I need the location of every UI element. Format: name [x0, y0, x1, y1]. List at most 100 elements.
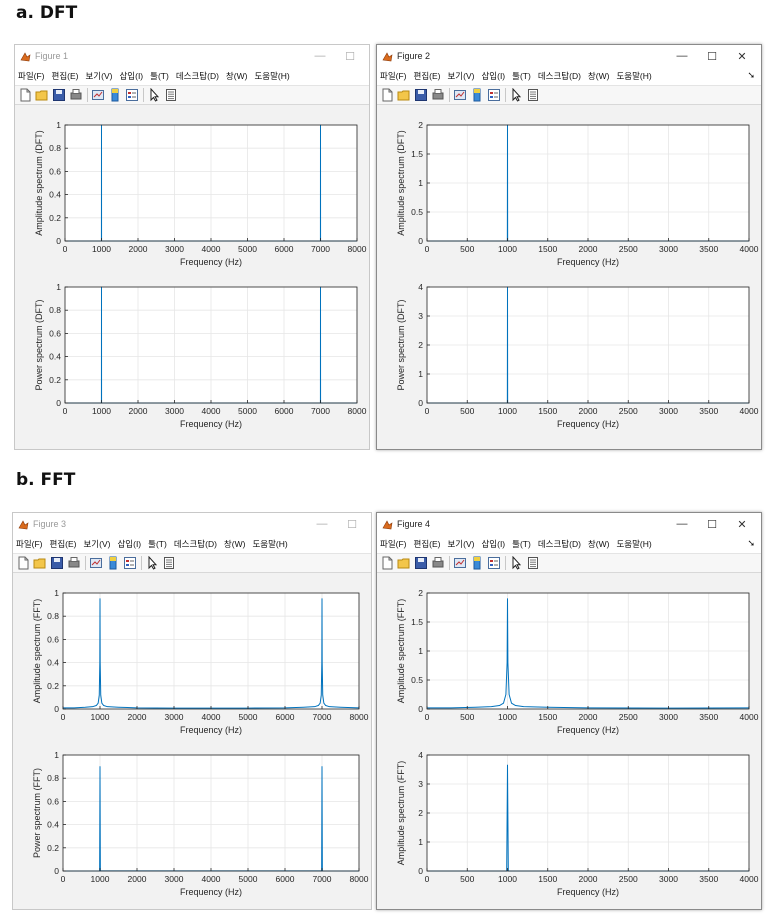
- legend-icon[interactable]: [487, 88, 501, 102]
- menu-item[interactable]: 파일(F): [18, 71, 45, 81]
- link-plot-icon[interactable]: [453, 556, 467, 570]
- menu-item[interactable]: 창(W): [225, 71, 248, 81]
- new-file-icon[interactable]: [16, 556, 30, 570]
- figure-window[interactable]: Figure 1— ☐ 파일(F) 편집(E) 보기(V) 삽입(I) 툴(T) 데스크탑(D…: [14, 44, 370, 450]
- menu-item[interactable]: 도움말(H): [252, 539, 288, 549]
- y-tick-label: 0: [418, 236, 423, 246]
- menu-item[interactable]: 파일(F): [16, 539, 43, 549]
- close-button[interactable]: ✕: [737, 50, 747, 63]
- maximize-button[interactable]: ☐: [347, 518, 357, 531]
- print-icon[interactable]: [431, 88, 445, 102]
- property-inspector-icon[interactable]: [526, 556, 540, 570]
- save-icon[interactable]: [414, 88, 428, 102]
- print-icon[interactable]: [69, 88, 83, 102]
- x-tick-label: 4000: [740, 712, 759, 722]
- menu-item[interactable]: 보기(V): [85, 71, 113, 81]
- open-folder-icon[interactable]: [35, 88, 49, 102]
- menu-item[interactable]: 창(W): [587, 71, 610, 81]
- legend-icon[interactable]: [123, 556, 137, 570]
- menu-item[interactable]: 도움말(H): [616, 539, 652, 549]
- maximize-button[interactable]: ☐: [707, 518, 717, 531]
- menu-item[interactable]: 툴(T): [512, 71, 531, 81]
- print-icon[interactable]: [67, 556, 81, 570]
- figure-window[interactable]: Figure 2 — ☐ ✕ 파일(F) 편집(E) 보기(V) 삽입(I) 툴(T) 데스크탑(…: [376, 44, 762, 450]
- menu-item[interactable]: 도움말(H): [616, 71, 652, 81]
- legend-icon[interactable]: [125, 88, 139, 102]
- minimize-button[interactable]: —: [676, 518, 688, 530]
- menu-overflow-arrow[interactable]: ➘: [747, 70, 755, 80]
- colorbar-icon[interactable]: [106, 556, 120, 570]
- menu-item[interactable]: 데스크탑(D): [537, 539, 581, 549]
- legend-icon[interactable]: [487, 556, 501, 570]
- close-button[interactable]: ✕: [737, 518, 747, 531]
- colorbar-icon[interactable]: [470, 88, 484, 102]
- menu-item[interactable]: 데스크탑(D): [175, 71, 219, 81]
- menu-item[interactable]: 삽입(I): [117, 539, 142, 549]
- save-icon[interactable]: [52, 88, 66, 102]
- menu-item[interactable]: 툴(T): [148, 539, 167, 549]
- x-tick-label: 3000: [659, 874, 678, 884]
- minimize-button[interactable]: —: [676, 50, 688, 62]
- axes-bottom[interactable]: 0 1000 2000 3000 4000 5000 6000 7000 8000 0 0.2 0.4…: [15, 273, 369, 433]
- axes-top[interactable]: 0 500 1000 1500 2000 2500 3000 3500 4000 0 0.5 1 1.5…: [377, 579, 761, 739]
- new-file-icon[interactable]: [380, 556, 394, 570]
- menu-item[interactable]: 삽입(I): [481, 71, 506, 81]
- open-folder-icon[interactable]: [397, 88, 411, 102]
- menu-item[interactable]: 파일(F): [380, 539, 407, 549]
- menu-item[interactable]: 삽입(I): [481, 539, 506, 549]
- new-file-icon[interactable]: [380, 88, 394, 102]
- figure-window[interactable]: Figure 3— ☐ 파일(F) 편집(E) 보기(V) 삽입(I) 툴(T) 데스크탑(D…: [12, 512, 372, 910]
- menu-overflow-arrow[interactable]: ➘: [747, 538, 755, 548]
- maximize-button[interactable]: ☐: [707, 50, 717, 63]
- axes-top[interactable]: 0 1000 2000 3000 4000 5000 6000 7000 8000 0 0.2 0.4…: [13, 579, 371, 739]
- save-icon[interactable]: [414, 556, 428, 570]
- colorbar-icon[interactable]: [108, 88, 122, 102]
- menu-item[interactable]: 툴(T): [512, 539, 531, 549]
- save-icon[interactable]: [50, 556, 64, 570]
- new-file-icon[interactable]: [18, 88, 32, 102]
- menu-item[interactable]: 파일(F): [380, 71, 407, 81]
- axes-bottom[interactable]: 0 1000 2000 3000 4000 5000 6000 7000 8000 0 0.2 0.4…: [13, 741, 371, 901]
- menu-item[interactable]: 보기(V): [83, 539, 111, 549]
- menu-item[interactable]: 삽입(I): [119, 71, 144, 81]
- open-folder-icon[interactable]: [33, 556, 47, 570]
- window-title: Figure 4: [397, 519, 431, 529]
- menu-item[interactable]: 보기(V): [447, 71, 475, 81]
- figure-window[interactable]: Figure 4 — ☐ ✕ 파일(F) 편집(E) 보기(V) 삽입(I) 툴(T) 데스크탑(…: [376, 512, 762, 910]
- property-inspector-icon[interactable]: [162, 556, 176, 570]
- minimize-button[interactable]: —: [314, 50, 326, 62]
- menu-item[interactable]: 창(W): [587, 539, 610, 549]
- menu-item[interactable]: 데스크탑(D): [173, 539, 217, 549]
- maximize-button[interactable]: ☐: [345, 50, 355, 63]
- link-plot-icon[interactable]: [453, 88, 467, 102]
- menu-item[interactable]: 데스크탑(D): [537, 71, 581, 81]
- title-bar: Figure 1— ☐: [15, 45, 369, 67]
- menu-item[interactable]: 편집(E): [49, 539, 77, 549]
- menu-item[interactable]: 창(W): [223, 539, 246, 549]
- pointer-icon[interactable]: [145, 556, 159, 570]
- link-plot-icon[interactable]: [89, 556, 103, 570]
- x-axis-label: Frequency (Hz): [557, 419, 619, 429]
- y-tick-label: 0.6: [49, 328, 61, 338]
- menu-item[interactable]: 편집(E): [51, 71, 79, 81]
- axes-top[interactable]: 0 1000 2000 3000 4000 5000 6000 7000 8000 0 0.2 0.4…: [15, 111, 369, 271]
- menu-item[interactable]: 도움말(H): [254, 71, 290, 81]
- minimize-button[interactable]: —: [316, 518, 328, 530]
- menu-item[interactable]: 편집(E): [413, 71, 441, 81]
- axes-bottom[interactable]: 0 500 1000 1500 2000 2500 3000 3500 4000 0 1 2 3 4 Fre…: [377, 273, 761, 433]
- axes-top[interactable]: 0 500 1000 1500 2000 2500 3000 3500 4000 0 0.5 1 1.5…: [377, 111, 761, 271]
- print-icon[interactable]: [431, 556, 445, 570]
- pointer-icon[interactable]: [509, 556, 523, 570]
- pointer-icon[interactable]: [509, 88, 523, 102]
- link-plot-icon[interactable]: [91, 88, 105, 102]
- open-folder-icon[interactable]: [397, 556, 411, 570]
- axes-bottom[interactable]: 0 500 1000 1500 2000 2500 3000 3500 4000 0 1 2 3 4 Fre…: [377, 741, 761, 901]
- menu-item[interactable]: 툴(T): [150, 71, 169, 81]
- toolbar: [377, 85, 761, 105]
- property-inspector-icon[interactable]: [164, 88, 178, 102]
- menu-item[interactable]: 보기(V): [447, 539, 475, 549]
- property-inspector-icon[interactable]: [526, 88, 540, 102]
- colorbar-icon[interactable]: [470, 556, 484, 570]
- menu-item[interactable]: 편집(E): [413, 539, 441, 549]
- pointer-icon[interactable]: [147, 88, 161, 102]
